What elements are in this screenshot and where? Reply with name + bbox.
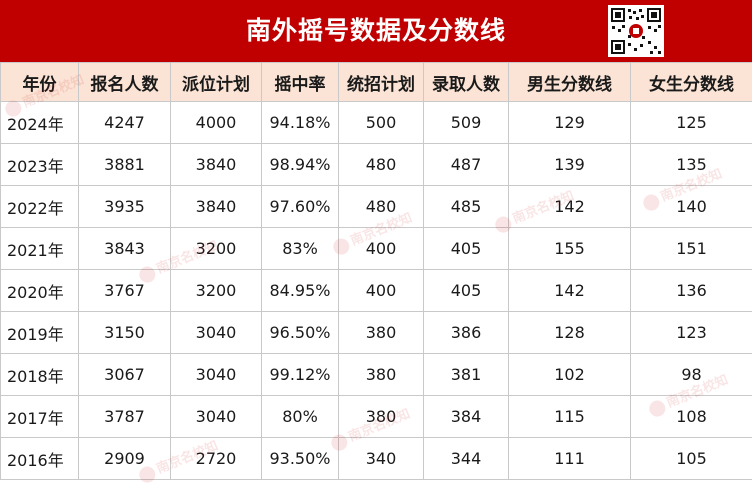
cell-lottery-rate: 96.50% bbox=[262, 312, 339, 354]
cell-applicants: 4247 bbox=[79, 102, 171, 144]
cell-lottery-rate: 97.60% bbox=[262, 186, 339, 228]
cell-lottery-rate: 84.95% bbox=[262, 270, 339, 312]
header-year: 年份 bbox=[1, 63, 79, 102]
table-row: 2016年 2909 2720 93.50% 340 344 111 105 bbox=[1, 438, 752, 480]
cell-applicants: 3767 bbox=[79, 270, 171, 312]
cell-lottery-quota: 3200 bbox=[171, 270, 262, 312]
cell-admitted: 344 bbox=[424, 438, 509, 480]
cell-year: 2019年 bbox=[1, 312, 79, 354]
cell-lottery-quota: 2720 bbox=[171, 438, 262, 480]
cell-year: 2017年 bbox=[1, 396, 79, 438]
cell-lottery-rate: 83% bbox=[262, 228, 339, 270]
cell-general-quota: 480 bbox=[339, 186, 424, 228]
cell-year: 2018年 bbox=[1, 354, 79, 396]
cell-applicants: 3067 bbox=[79, 354, 171, 396]
cell-lottery-quota: 3200 bbox=[171, 228, 262, 270]
header-female-score: 女生分数线 bbox=[631, 63, 752, 102]
cell-lottery-quota: 3040 bbox=[171, 354, 262, 396]
cell-year: 2023年 bbox=[1, 144, 79, 186]
cell-female-score: 123 bbox=[631, 312, 752, 354]
cell-lottery-rate: 93.50% bbox=[262, 438, 339, 480]
cell-female-score: 135 bbox=[631, 144, 752, 186]
cell-male-score: 128 bbox=[509, 312, 631, 354]
cell-lottery-quota: 3840 bbox=[171, 144, 262, 186]
cell-male-score: 142 bbox=[509, 270, 631, 312]
cell-admitted: 386 bbox=[424, 312, 509, 354]
table-row: 2021年 3843 3200 83% 400 405 155 151 bbox=[1, 228, 752, 270]
cell-female-score: 105 bbox=[631, 438, 752, 480]
cell-male-score: 115 bbox=[509, 396, 631, 438]
cell-admitted: 485 bbox=[424, 186, 509, 228]
table-row: 2024年 4247 4000 94.18% 500 509 129 125 bbox=[1, 102, 752, 144]
table-row: 2023年 3881 3840 98.94% 480 487 139 135 bbox=[1, 144, 752, 186]
cell-male-score: 155 bbox=[509, 228, 631, 270]
header-applicants: 报名人数 bbox=[79, 63, 171, 102]
header-lottery-quota: 派位计划 bbox=[171, 63, 262, 102]
cell-general-quota: 500 bbox=[339, 102, 424, 144]
header-lottery-rate: 摇中率 bbox=[262, 63, 339, 102]
score-table: 年份 报名人数 派位计划 摇中率 统招计划 录取人数 男生分数线 女生分数线 2… bbox=[0, 62, 752, 480]
cell-lottery-quota: 3040 bbox=[171, 396, 262, 438]
header-row: 年份 报名人数 派位计划 摇中率 统招计划 录取人数 男生分数线 女生分数线 bbox=[1, 63, 752, 102]
cell-applicants: 3787 bbox=[79, 396, 171, 438]
cell-female-score: 108 bbox=[631, 396, 752, 438]
cell-applicants: 3881 bbox=[79, 144, 171, 186]
cell-year: 2020年 bbox=[1, 270, 79, 312]
cell-general-quota: 400 bbox=[339, 270, 424, 312]
cell-male-score: 102 bbox=[509, 354, 631, 396]
cell-applicants: 3935 bbox=[79, 186, 171, 228]
cell-general-quota: 480 bbox=[339, 144, 424, 186]
cell-general-quota: 380 bbox=[339, 354, 424, 396]
cell-female-score: 136 bbox=[631, 270, 752, 312]
table-row: 2018年 3067 3040 99.12% 380 381 102 98 bbox=[1, 354, 752, 396]
cell-male-score: 129 bbox=[509, 102, 631, 144]
cell-general-quota: 380 bbox=[339, 312, 424, 354]
cell-lottery-rate: 99.12% bbox=[262, 354, 339, 396]
cell-male-score: 139 bbox=[509, 144, 631, 186]
cell-female-score: 98 bbox=[631, 354, 752, 396]
cell-general-quota: 340 bbox=[339, 438, 424, 480]
cell-admitted: 405 bbox=[424, 270, 509, 312]
cell-admitted: 384 bbox=[424, 396, 509, 438]
cell-female-score: 140 bbox=[631, 186, 752, 228]
header-male-score: 男生分数线 bbox=[509, 63, 631, 102]
qr-code-icon bbox=[608, 5, 664, 57]
cell-lottery-quota: 4000 bbox=[171, 102, 262, 144]
cell-lottery-quota: 3040 bbox=[171, 312, 262, 354]
table-row: 2019年 3150 3040 96.50% 380 386 128 123 bbox=[1, 312, 752, 354]
cell-lottery-rate: 80% bbox=[262, 396, 339, 438]
cell-applicants: 3843 bbox=[79, 228, 171, 270]
cell-female-score: 151 bbox=[631, 228, 752, 270]
cell-applicants: 2909 bbox=[79, 438, 171, 480]
cell-admitted: 405 bbox=[424, 228, 509, 270]
cell-year: 2016年 bbox=[1, 438, 79, 480]
cell-general-quota: 400 bbox=[339, 228, 424, 270]
cell-admitted: 509 bbox=[424, 102, 509, 144]
cell-female-score: 125 bbox=[631, 102, 752, 144]
cell-admitted: 487 bbox=[424, 144, 509, 186]
table-row: 2022年 3935 3840 97.60% 480 485 142 140 bbox=[1, 186, 752, 228]
cell-year: 2021年 bbox=[1, 228, 79, 270]
cell-general-quota: 380 bbox=[339, 396, 424, 438]
cell-lottery-rate: 98.94% bbox=[262, 144, 339, 186]
cell-male-score: 111 bbox=[509, 438, 631, 480]
header-admitted: 录取人数 bbox=[424, 63, 509, 102]
cell-lottery-rate: 94.18% bbox=[262, 102, 339, 144]
cell-year: 2022年 bbox=[1, 186, 79, 228]
header-general-quota: 统招计划 bbox=[339, 63, 424, 102]
cell-admitted: 381 bbox=[424, 354, 509, 396]
cell-applicants: 3150 bbox=[79, 312, 171, 354]
cell-male-score: 142 bbox=[509, 186, 631, 228]
cell-lottery-quota: 3840 bbox=[171, 186, 262, 228]
table-row: 2017年 3787 3040 80% 380 384 115 108 bbox=[1, 396, 752, 438]
table-row: 2020年 3767 3200 84.95% 400 405 142 136 bbox=[1, 270, 752, 312]
cell-year: 2024年 bbox=[1, 102, 79, 144]
